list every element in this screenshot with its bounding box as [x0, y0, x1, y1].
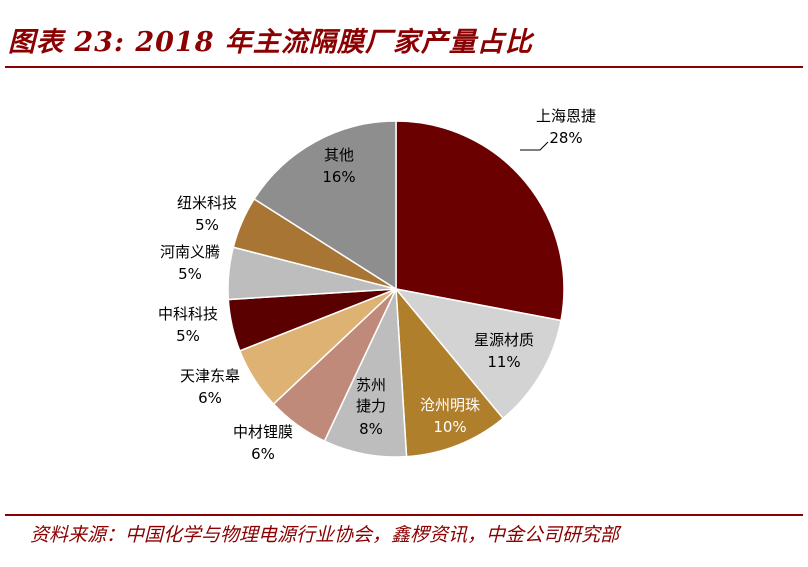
slice-value-7: 5% [178, 265, 202, 283]
pie-slice-0 [395, 120, 565, 322]
title-divider [5, 66, 803, 68]
slice-label-7: 河南义腾 [160, 243, 220, 261]
slice-value-9: 16% [322, 168, 355, 186]
source-note: 资料来源：中国化学与物理电源行业协会，鑫椤资讯，中金公司研究部 [30, 524, 620, 546]
chart-title: 图表 23: 2018 年主流隔膜厂家产量占比 [8, 27, 533, 58]
pie-slice-9 [253, 120, 397, 291]
slice-label-6: 中科科技 [158, 305, 218, 323]
slice-value-6: 5% [176, 327, 200, 345]
source-divider [5, 514, 803, 516]
slice-value-1: 11% [487, 353, 520, 371]
slice-label-9: 其他 [324, 146, 354, 164]
slice-label-5: 天津东皋 [180, 367, 240, 385]
slice-label-4: 中材锂膜 [233, 423, 293, 441]
slice-label-3-1: 捷力 [356, 397, 386, 415]
slice-value-5: 6% [198, 389, 222, 407]
pie-slice-1 [394, 287, 562, 420]
slice-label-2: 沧州明珠 [420, 396, 480, 414]
slice-label-0: 上海恩捷 [536, 107, 596, 125]
slice-value-0: 28% [549, 129, 582, 147]
slice-value-8: 5% [195, 216, 219, 234]
slice-value-2: 10% [433, 418, 466, 436]
slice-value-3: 8% [359, 420, 383, 438]
slice-label-3-0: 苏州 [356, 376, 386, 394]
slice-label-8: 纽米科技 [177, 194, 237, 212]
label-leader-line [520, 141, 549, 151]
slice-label-1: 星源材质 [474, 331, 534, 349]
pie-slice-2 [395, 286, 505, 458]
slice-value-4: 6% [251, 445, 275, 463]
